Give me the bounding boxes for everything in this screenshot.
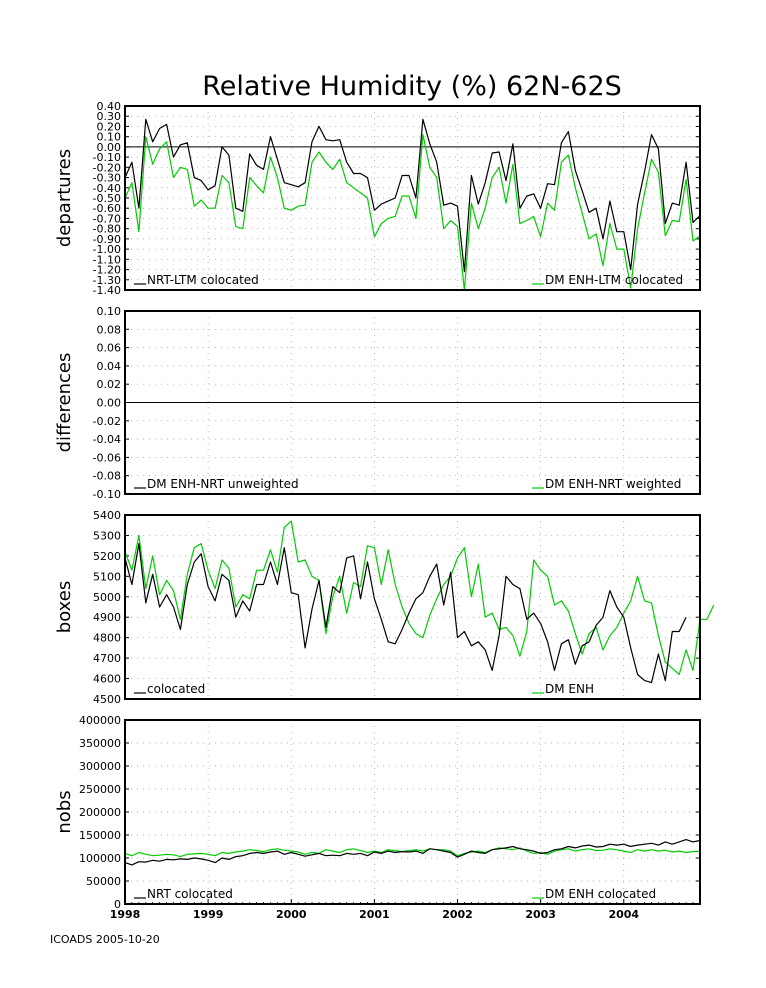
series-line-dm-enh-ltm-colocated bbox=[124, 134, 701, 291]
y-tick-label: -0.06 bbox=[93, 451, 121, 464]
y-tick-label: -1.40 bbox=[93, 284, 121, 297]
x-tick-label: 2004 bbox=[608, 908, 639, 921]
x-tick-label: 2002 bbox=[442, 908, 473, 921]
chart-title: Relative Humidity (%) 62N-62S bbox=[202, 71, 622, 102]
y-tick-label: -0.40 bbox=[93, 182, 121, 195]
y-tick-label: 5400 bbox=[93, 509, 121, 522]
x-tick-label: 2001 bbox=[359, 908, 390, 921]
y-tick-label: 300000 bbox=[79, 760, 121, 773]
y-axis-label: nobs bbox=[54, 790, 75, 833]
panel-departures: 0.400.300.200.100.00-0.10-0.20-0.30-0.40… bbox=[54, 100, 701, 297]
x-tick-label: 1999 bbox=[193, 908, 224, 921]
y-tick-label: -0.60 bbox=[93, 202, 121, 215]
y-tick-label: 0.00 bbox=[97, 141, 122, 154]
y-axis-label: departures bbox=[54, 149, 75, 247]
y-tick-label: -0.50 bbox=[93, 192, 121, 205]
legend-label: NRT-LTM colocated bbox=[147, 273, 259, 287]
y-tick-label: 0.06 bbox=[97, 342, 122, 355]
y-tick-label: 0.10 bbox=[97, 131, 122, 144]
plot-frame bbox=[124, 514, 701, 700]
legend-label: DM ENH colocated bbox=[545, 887, 656, 901]
y-tick-label: 4700 bbox=[93, 652, 121, 665]
y-tick-label: 0.40 bbox=[97, 100, 122, 113]
y-tick-label: -0.80 bbox=[93, 223, 121, 236]
y-tick-label: -0.10 bbox=[93, 151, 121, 164]
y-tick-label: 4500 bbox=[93, 693, 121, 706]
y-tick-label: -1.30 bbox=[93, 274, 121, 287]
y-tick-label: 0.30 bbox=[97, 110, 122, 123]
legend-label: DM ENH bbox=[545, 682, 594, 696]
y-tick-label: -1.20 bbox=[93, 264, 121, 277]
y-tick-label: 5100 bbox=[93, 570, 121, 583]
series-line-dm-enh-colocated bbox=[124, 847, 701, 858]
y-tick-label: 5300 bbox=[93, 529, 121, 542]
y-tick-label: -0.04 bbox=[93, 433, 121, 446]
panel-nobs: 400000 350000 300000 250000 200000 150000 1000… bbox=[54, 714, 701, 911]
y-tick-label: 5200 bbox=[93, 550, 121, 563]
legend-label: DM ENH-LTM colocated bbox=[545, 273, 683, 287]
y-axis-label: boxes bbox=[54, 581, 75, 633]
y-tick-label: 0.02 bbox=[97, 378, 122, 391]
y-tick-label: 4800 bbox=[93, 632, 121, 645]
y-tick-label: 4600 bbox=[93, 673, 121, 686]
footer-source-date: ICOADS 2005-10-20 bbox=[50, 933, 160, 946]
y-tick-label: 50000 bbox=[86, 875, 121, 888]
y-tick-label: -0.10 bbox=[93, 488, 121, 501]
y-tick-label: -0.70 bbox=[93, 212, 121, 225]
series-line-nrt-colocated bbox=[124, 838, 701, 866]
y-tick-label: 350000 bbox=[79, 737, 121, 750]
y-tick-label: -0.20 bbox=[93, 161, 121, 174]
y-tick-label: 5000 bbox=[93, 591, 121, 604]
y-tick-label: 0.08 bbox=[97, 323, 122, 336]
y-tick-label: -0.30 bbox=[93, 172, 121, 185]
y-tick-label: 0 bbox=[114, 898, 121, 911]
plot-frame bbox=[124, 310, 701, 495]
legend-label: NRT colocated bbox=[147, 887, 233, 901]
panel-boxes: 5400 5300 5200 5100 5000 4900 4800 4700 4600 4500… bbox=[54, 509, 715, 706]
y-tick-label: 0.20 bbox=[97, 120, 122, 133]
y-tick-label: 200000 bbox=[79, 806, 121, 819]
y-tick-label: 0.04 bbox=[97, 360, 122, 373]
x-tick-label: 2003 bbox=[525, 908, 556, 921]
legend-label: colocated bbox=[147, 682, 205, 696]
y-tick-label: 250000 bbox=[79, 783, 121, 796]
series-line-dm-enh bbox=[124, 520, 715, 676]
series-line-colocated bbox=[124, 542, 687, 684]
legend-label: DM ENH-NRT weighted bbox=[545, 477, 681, 491]
y-tick-label: -0.02 bbox=[93, 415, 121, 428]
y-tick-label: 400000 bbox=[79, 714, 121, 727]
y-tick-label: 0.10 bbox=[97, 305, 122, 318]
y-tick-label: -0.08 bbox=[93, 470, 121, 483]
y-tick-label: 4900 bbox=[93, 611, 121, 624]
series-line-nrt-ltm-colocated bbox=[124, 118, 701, 273]
plot-frame bbox=[124, 719, 701, 905]
y-tick-label: -1.00 bbox=[93, 243, 121, 256]
panel-differences: 0.10 0.08 0.06 0.04 0.02 0.00 -0.02 -0.04 -0.06 -… bbox=[54, 305, 701, 501]
y-tick-label: -1.10 bbox=[93, 253, 121, 266]
legend-label: DM ENH-NRT unweighted bbox=[147, 477, 299, 491]
x-tick-label: 1998 bbox=[110, 908, 141, 921]
y-axis-label: differences bbox=[54, 353, 75, 453]
plot-frame bbox=[124, 105, 701, 291]
y-tick-label: 100000 bbox=[79, 852, 121, 865]
y-tick-label: 150000 bbox=[79, 829, 121, 842]
x-tick-label: 2000 bbox=[276, 908, 307, 921]
y-tick-label: -0.90 bbox=[93, 233, 121, 246]
y-tick-label: 0.00 bbox=[97, 397, 122, 410]
